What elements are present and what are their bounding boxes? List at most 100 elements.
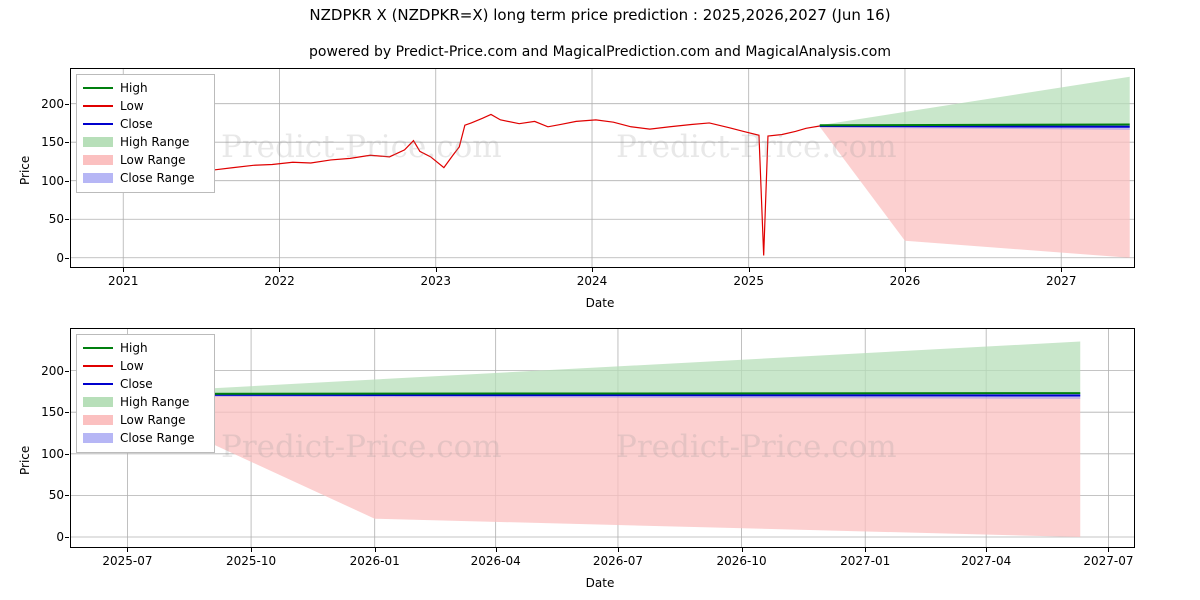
y-tick-mark bbox=[65, 412, 69, 414]
y-tick-label: 200 bbox=[41, 96, 64, 111]
y-tick-label: 200 bbox=[41, 363, 64, 378]
legend-label: Close Range bbox=[120, 171, 195, 185]
legend-label: Low bbox=[120, 99, 144, 113]
band-high-range bbox=[107, 341, 1081, 395]
legend-item-low-range: Low Range bbox=[83, 411, 208, 429]
x-tick-mark bbox=[865, 548, 867, 552]
x-tick-mark bbox=[123, 268, 125, 272]
x-tick-label: 2024 bbox=[576, 274, 608, 288]
legend-label: High bbox=[120, 341, 148, 355]
x-tick-label: 2026 bbox=[889, 274, 921, 288]
legend-swatch-icon bbox=[83, 82, 113, 94]
y-tick-mark bbox=[65, 142, 69, 144]
x-tick-label: 2025-07 bbox=[102, 554, 153, 568]
legend-item-high-range: High Range bbox=[83, 133, 208, 151]
x-tick-mark bbox=[748, 268, 750, 272]
legend-label: High Range bbox=[120, 395, 190, 409]
x-tick-mark bbox=[592, 268, 593, 272]
top-legend: High Low Close High Range Low Range Close Ran… bbox=[76, 74, 215, 193]
bottom-x-axis-title: Date bbox=[585, 576, 615, 590]
x-tick-label: 2027-04 bbox=[961, 554, 1012, 568]
x-tick-label: 2026-10 bbox=[716, 554, 767, 568]
y-tick-mark bbox=[65, 257, 69, 259]
page-subtitle: powered by Predict-Price.com and Magical… bbox=[309, 44, 891, 60]
band-low-range bbox=[819, 126, 1130, 258]
legend-label: Low Range bbox=[120, 153, 186, 167]
y-tick-mark bbox=[65, 219, 69, 221]
y-tick-label: 50 bbox=[48, 212, 64, 227]
legend-item-close-range: Close Range bbox=[83, 429, 208, 447]
legend-swatch-icon bbox=[83, 396, 113, 408]
x-tick-label: 2022 bbox=[264, 274, 295, 288]
y-tick-label: 150 bbox=[41, 405, 64, 420]
series-high bbox=[107, 392, 1081, 395]
y-tick-mark bbox=[65, 495, 69, 497]
top-chart-svg bbox=[71, 69, 1134, 267]
legend-swatch-icon bbox=[83, 360, 113, 372]
legend-swatch-icon bbox=[83, 172, 113, 184]
legend-label: Close bbox=[120, 377, 153, 391]
legend-item-low: Low bbox=[83, 97, 208, 115]
series-high bbox=[819, 123, 1130, 127]
x-tick-label: 2026-07 bbox=[592, 554, 644, 568]
x-tick-label: 2023 bbox=[420, 274, 452, 288]
y-tick-label: 150 bbox=[41, 135, 64, 150]
legend-item-high-range: High Range bbox=[83, 393, 208, 411]
bottom-chart-panel: Predict-Price.com Predict-Price.com Date… bbox=[0, 320, 1200, 600]
legend-swatch-icon bbox=[83, 154, 113, 166]
legend-swatch-icon bbox=[83, 342, 113, 354]
x-tick-label: 2021 bbox=[107, 274, 139, 288]
series-close bbox=[819, 125, 1130, 128]
y-tick-label: 50 bbox=[48, 488, 64, 503]
legend-label: Low Range bbox=[120, 413, 186, 427]
x-tick-mark bbox=[1108, 548, 1110, 552]
legend-label: Close Range bbox=[120, 431, 195, 445]
legend-label: High Range bbox=[120, 135, 190, 149]
x-tick-label: 2025 bbox=[733, 274, 764, 288]
bottom-plot-area: Predict-Price.com Predict-Price.com bbox=[70, 328, 1135, 548]
y-tick-label: 0 bbox=[56, 530, 64, 544]
x-tick-mark bbox=[374, 548, 376, 552]
y-tick-label: 100 bbox=[41, 173, 64, 188]
x-tick-mark bbox=[279, 268, 281, 272]
x-tick-mark bbox=[127, 548, 129, 552]
y-tick-mark bbox=[65, 180, 69, 182]
band-low-range bbox=[107, 395, 1081, 538]
x-tick-mark bbox=[1061, 268, 1063, 272]
band-high-range bbox=[819, 76, 1130, 127]
y-tick-label: 0 bbox=[56, 250, 64, 265]
y-tick-label: 100 bbox=[41, 446, 64, 461]
y-tick-mark bbox=[65, 537, 69, 538]
x-tick-mark bbox=[495, 548, 497, 552]
legend-swatch-icon bbox=[83, 100, 113, 112]
series-close bbox=[107, 393, 1081, 397]
legend-item-low: Low bbox=[83, 357, 208, 375]
legend-item-low-range: Low Range bbox=[83, 151, 208, 169]
legend-label: High bbox=[120, 81, 148, 95]
x-tick-mark bbox=[251, 548, 253, 552]
x-tick-label: 2027-01 bbox=[840, 554, 891, 568]
legend-label: Low bbox=[120, 359, 144, 373]
legend-item-high: High bbox=[83, 339, 208, 357]
x-tick-label: 2026-01 bbox=[349, 554, 400, 568]
x-tick-label: 2026-04 bbox=[470, 554, 521, 568]
legend-swatch-icon bbox=[83, 136, 113, 148]
y-tick-mark bbox=[65, 453, 69, 455]
page-title: NZDPKR X (NZDPKR=X) long term price pred… bbox=[309, 6, 891, 24]
legend-swatch-icon bbox=[83, 378, 113, 390]
bottom-chart-svg bbox=[71, 329, 1134, 547]
x-tick-label: 2025-10 bbox=[226, 554, 277, 568]
x-tick-label: 2027 bbox=[1045, 274, 1077, 288]
x-tick-mark bbox=[741, 548, 743, 552]
legend-label: Close bbox=[120, 117, 153, 131]
y-tick-mark bbox=[65, 370, 69, 372]
top-plot-area: Predict-Price.com Predict-Price.com bbox=[70, 68, 1135, 268]
x-tick-mark bbox=[617, 548, 619, 552]
legend-swatch-icon bbox=[83, 118, 113, 130]
legend-swatch-icon bbox=[83, 414, 113, 426]
legend-item-close: Close bbox=[83, 375, 208, 393]
legend-item-close: Close bbox=[83, 115, 208, 133]
top-x-axis-title: Date bbox=[585, 296, 615, 310]
legend-item-close-range: Close Range bbox=[83, 169, 208, 187]
